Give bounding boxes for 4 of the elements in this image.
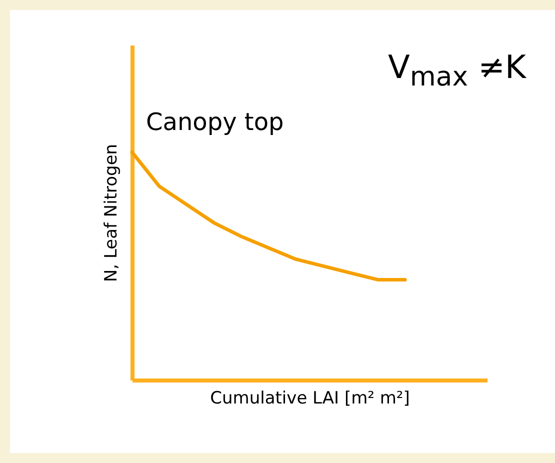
text: V$_{max}$ ≠K (388, 48, 526, 92)
text: Canopy top (146, 108, 284, 136)
y-axis-title: N, Leaf Nitrogen (102, 144, 122, 282)
x-axis-title: Cumulative LAI [m² m²] (210, 388, 410, 408)
